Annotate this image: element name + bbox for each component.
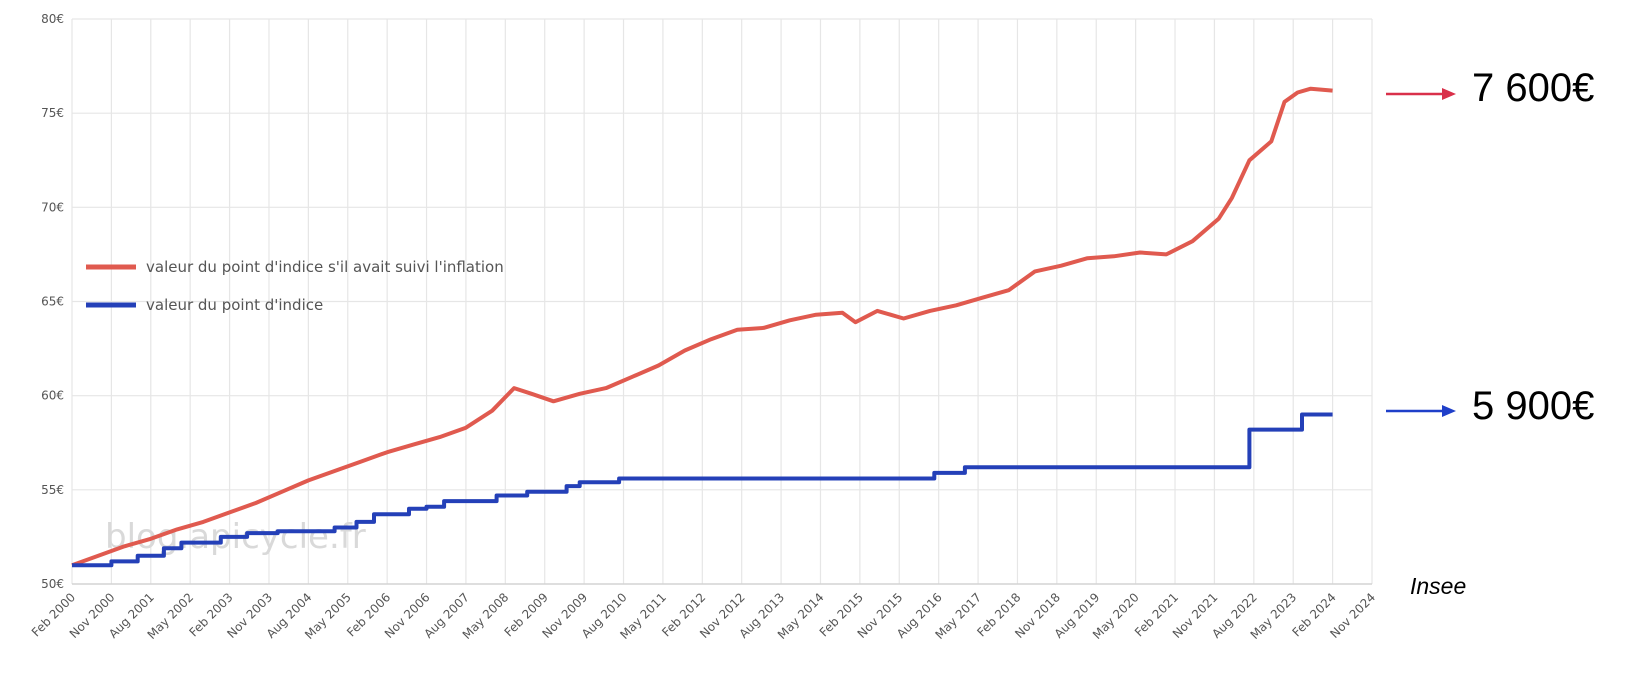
- y-tick-label: 70€: [41, 200, 64, 214]
- legend-label: valeur du point d'indice: [146, 296, 323, 314]
- legend: valeur du point d'indice s'il avait suiv…: [86, 258, 504, 314]
- inflation-series-line: [71, 86, 1333, 568]
- y-tick-label: 65€: [41, 295, 64, 309]
- red-value-label: 7 600€: [1472, 66, 1595, 110]
- y-tick-label: 75€: [41, 106, 64, 120]
- y-tick-label: 80€: [41, 12, 64, 26]
- legend-label: valeur du point d'indice s'il avait suiv…: [146, 258, 504, 276]
- source-label: Insee: [1410, 573, 1467, 599]
- y-tick-label: 50€: [41, 577, 64, 591]
- grid: [71, 18, 1373, 585]
- red-arrow-icon: [1386, 88, 1456, 100]
- blue-arrow-icon: [1386, 405, 1456, 417]
- y-tick-label: 60€: [41, 389, 64, 403]
- blue-value-label: 5 900€: [1472, 384, 1595, 428]
- index-point-series-line: [72, 412, 1333, 568]
- y-tick-label: 55€: [41, 483, 64, 497]
- series-lines: [71, 86, 1333, 568]
